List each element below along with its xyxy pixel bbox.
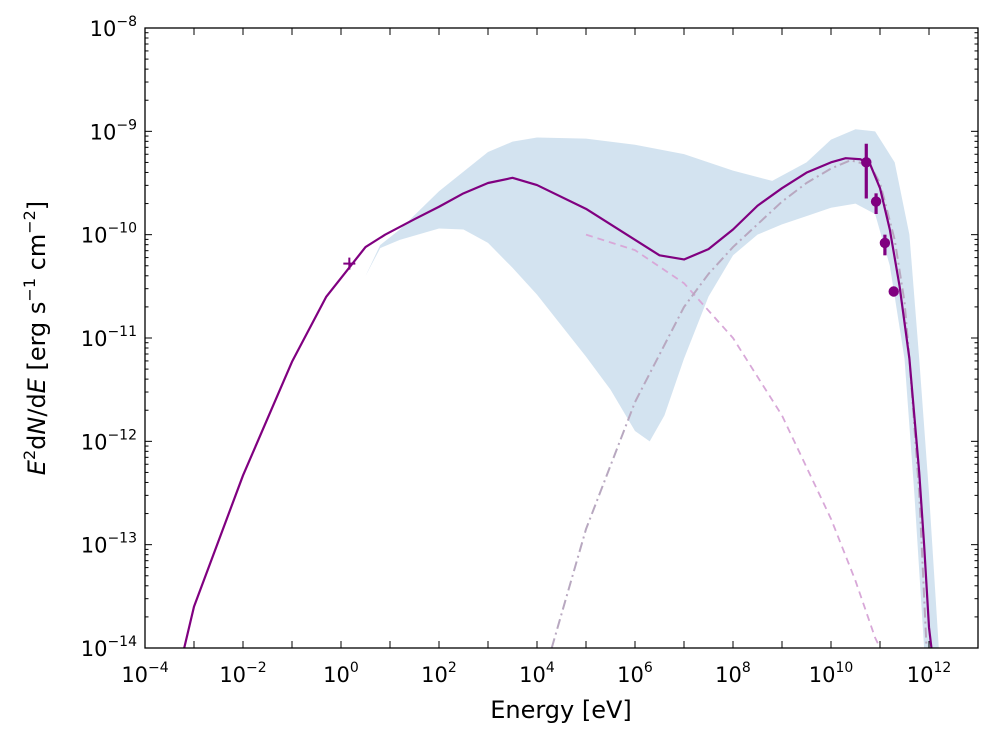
axis-ticks [144, 27, 979, 649]
y-tick-label: 10−10 [81, 221, 137, 248]
inverse-compton-component-line [550, 159, 928, 648]
y-tick-label: 10−14 [81, 634, 137, 661]
plot-area [183, 129, 939, 648]
data-point-3 [870, 193, 882, 214]
x-axis-label: Energy [eV] [490, 696, 632, 724]
x-tick-label: 1010 [809, 660, 854, 687]
x-tick-label: 106 [617, 660, 653, 687]
circle-marker [870, 196, 882, 207]
data-point-1 [343, 257, 356, 270]
x-tick-label: 108 [715, 660, 751, 687]
circle-marker [861, 157, 872, 168]
circle-marker [888, 286, 899, 297]
x-axis-tick-labels: 10−4 10−2 100 102 104 106 108 1010 1012 [121, 660, 951, 687]
x-tick-label: 1012 [907, 660, 952, 687]
y-axis-tick-labels: 10−14 10−13 10−12 10−11 10−10 10−9 10−8 [81, 14, 137, 661]
x-tick-label: 10−4 [121, 660, 168, 687]
y-tick-label: 10−11 [81, 324, 137, 351]
x-tick-label: 102 [421, 660, 457, 687]
total-model-line [183, 157, 933, 648]
uncertainty-band [365, 129, 939, 648]
y-tick-label: 10−12 [81, 427, 137, 454]
x-tick-label: 100 [323, 660, 359, 687]
y-tick-label: 10−9 [90, 117, 137, 144]
y-tick-label: 10−13 [81, 531, 137, 558]
y-tick-label: 10−8 [90, 14, 137, 41]
data-point-2 [861, 143, 872, 199]
data-point-5 [888, 286, 899, 297]
y-axis-label: E2dN/dE [erg s−1 cm−2] [20, 201, 51, 475]
x-tick-label: 104 [519, 660, 555, 687]
circle-marker [879, 237, 891, 249]
x-tick-label: 10−2 [219, 660, 266, 687]
synchrotron-component-line [585, 233, 881, 648]
data-point-4 [879, 234, 891, 256]
